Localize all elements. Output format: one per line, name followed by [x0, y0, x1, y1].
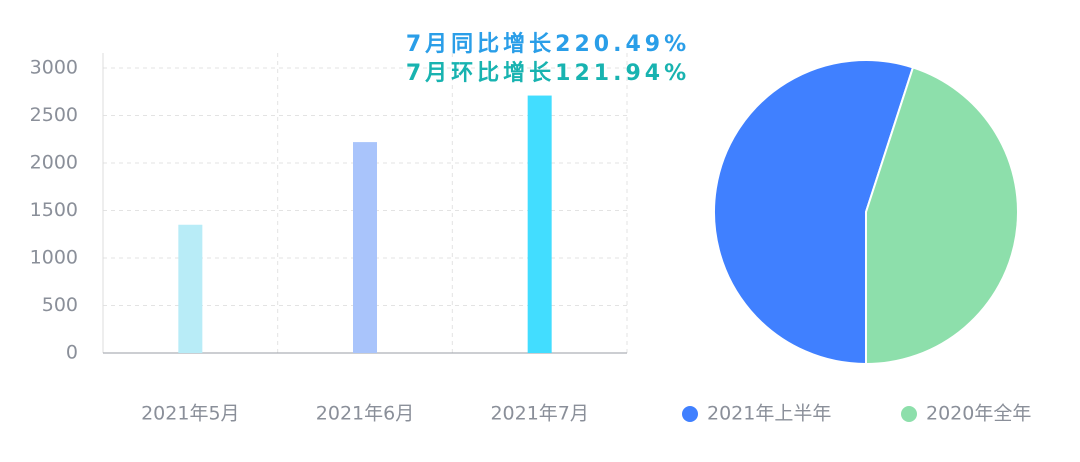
pie-slice — [865, 66, 1019, 366]
y-tick-label: 1500 — [30, 199, 78, 221]
legend-label: 2021年上半年 — [707, 403, 831, 425]
legend-marker — [901, 406, 917, 422]
legend-label: 2020年全年 — [926, 403, 1031, 425]
y-tick-label: 0 — [66, 342, 78, 364]
y-tick-label: 2500 — [30, 104, 78, 126]
y-tick-label: 2000 — [30, 152, 78, 174]
y-tick-label: 1000 — [30, 247, 78, 269]
x-tick-label: 2021年5月 — [141, 403, 239, 425]
x-tick-label: 2021年7月 — [490, 403, 588, 425]
y-tick-label: 500 — [42, 294, 78, 316]
y-tick-label: 3000 — [30, 57, 78, 79]
bar — [178, 224, 203, 353]
annotation: 7月环比增长121.94% — [406, 60, 690, 86]
pie-slice — [713, 59, 915, 366]
x-tick-label: 2021年6月 — [316, 403, 414, 425]
bar — [353, 142, 377, 353]
legend-marker — [682, 406, 698, 422]
bar — [527, 95, 552, 354]
annotation: 7月同比增长220.49% — [406, 31, 690, 57]
